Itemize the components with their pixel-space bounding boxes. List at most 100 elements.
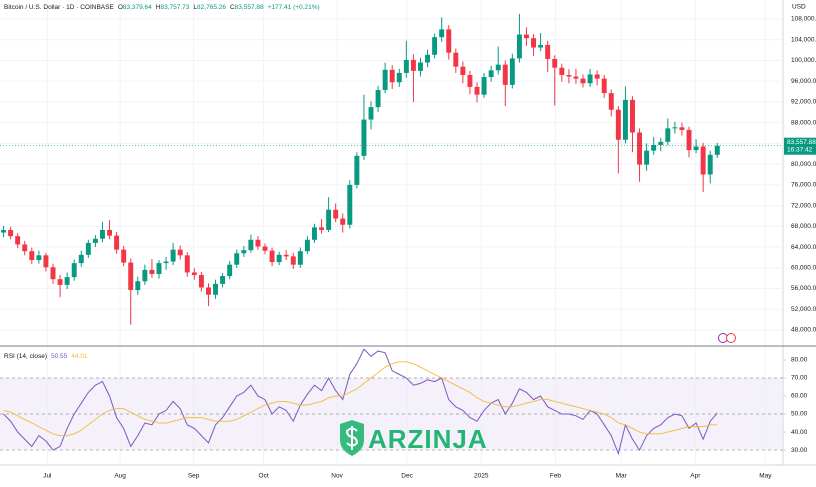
candle-body [474,86,480,95]
candle-body [700,146,706,175]
candle-body [580,78,586,84]
y-tick-label: 96,000.00 [791,78,816,85]
candle-body [114,235,120,250]
rsi-legend-value: 50.55 [51,353,68,360]
candle-body [665,128,671,142]
candle-body [177,249,183,256]
candle-body [92,238,98,243]
x-tick-label: Sep [188,473,200,480]
candle-body [714,145,720,155]
candle-body [340,218,346,225]
rsi-line [3,361,718,437]
candle-body [297,251,303,265]
candle-body [8,229,14,237]
y-tick-label: 80,000.00 [791,161,816,168]
y-tick-label: 108,000.00 [791,16,816,23]
ohlc-value: 82,765.26 [197,4,226,11]
candle-body [425,54,431,63]
candle-body [622,99,628,140]
change: +177.41 (+0.21%) [268,4,320,11]
y-tick-label: 52,000.00 [791,306,816,313]
candle-body [601,78,607,94]
candle-body [432,37,438,55]
candle-body [502,64,508,85]
ohlc-value: 83,757.73 [161,4,190,11]
x-tick-label: Dec [401,473,413,480]
candle-body [644,150,650,165]
y-tick-label: 50.00 [791,411,808,418]
event-icon[interactable] [726,333,736,343]
candle-body [269,250,275,263]
candle-body [389,69,395,83]
rsi-header: RSI (14, close) 50.55 44.01 [4,353,88,360]
y-tick-label: 60.00 [791,393,808,400]
candle-body [50,267,56,280]
candle-body [85,242,91,255]
candle-body [559,67,565,75]
last-price-tag [784,137,816,155]
candle-body [453,52,459,67]
candle-body [326,209,332,230]
watermark: ARZINJA [368,424,488,454]
candle-body [608,93,614,110]
candle-body [64,277,70,285]
candle-body [107,229,113,236]
candle-body [234,253,240,265]
rsi-line [3,348,718,456]
candle-body [276,254,282,263]
candle-body [495,64,501,71]
candle-body [135,281,141,291]
candle-body [43,255,49,268]
candle-body [241,250,247,254]
x-tick-label: Mar [616,473,628,480]
candle-body [439,29,445,38]
flag-icons [718,333,736,343]
x-tick-label: Apr [690,473,701,480]
candle-body [347,184,353,225]
y-tick-label: 48,000.00 [791,327,816,334]
grid [0,0,783,465]
candle-body [693,146,699,151]
candle-body [707,154,713,175]
labels: Jul Aug Sep Oct Nov Dec 2025 Feb Mar Apr May 48,000… [4,4,816,480]
ohlc-prefix: O [118,4,123,11]
candle-body [29,251,35,261]
logo-dollar [345,426,359,450]
candle-body [410,59,416,71]
countdown-label: 16:37:42 [787,146,813,153]
candle-body [283,254,289,257]
x-tick-label: Jul [43,473,52,480]
candle-body [78,254,84,264]
candle-body [368,107,374,120]
chart-title: Bitcoin / U.S. Dollar · 1D · COINBASE [4,4,114,11]
x-tick-label: Feb [550,473,562,480]
candle-body [213,283,219,295]
candle-body [651,144,657,151]
candle-body [488,70,494,78]
candle-body [220,276,226,284]
candle-body [156,263,162,274]
candle-body [149,269,155,274]
candle-body [460,66,466,75]
candle-body [375,90,381,108]
candle-body [99,229,105,239]
y-tick-label: 70.00 [791,375,808,382]
x-tick-label: Nov [331,473,343,480]
candle-body [538,44,544,48]
marks [0,13,783,456]
candle-body [354,155,360,185]
candle-body [290,256,296,265]
candle-body [467,74,473,87]
candle-body [71,263,77,278]
candle-body [637,132,643,165]
candle-body [248,239,254,251]
y-tick-label: 68,000.00 [791,223,816,230]
rsi-legend-value: 44.01 [71,353,88,360]
candle-body [382,69,388,91]
candle-body [255,239,261,247]
candle-body [403,59,409,73]
chart-header: Bitcoin / U.S. Dollar · 1D · COINBASE O 83… [4,4,320,11]
candle-body [679,127,685,130]
candle-body [198,275,204,288]
